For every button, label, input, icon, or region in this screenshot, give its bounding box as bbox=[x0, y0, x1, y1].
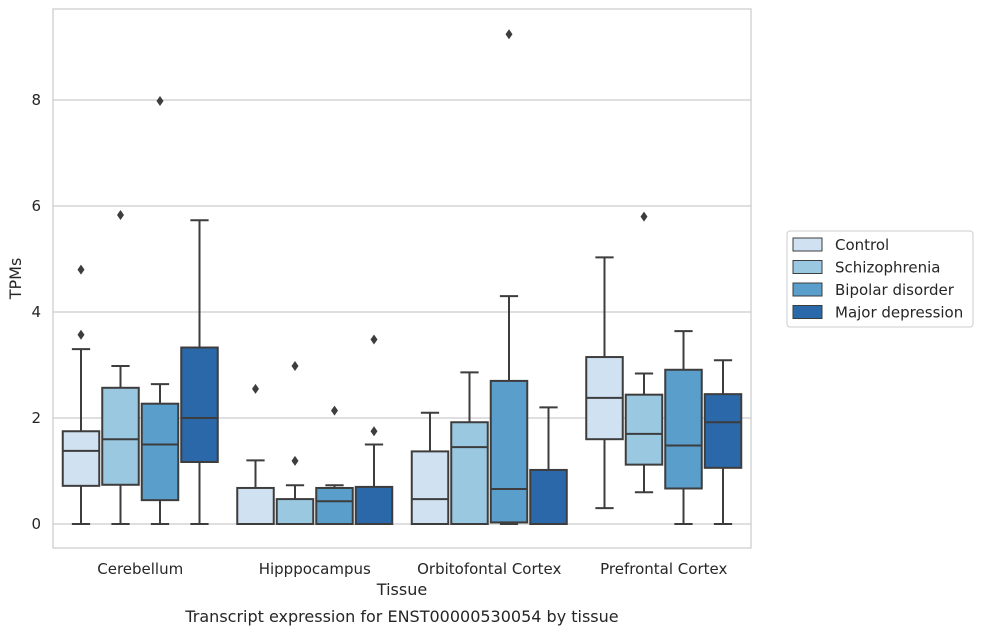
y-tick-label: 8 bbox=[31, 91, 41, 109]
legend-frame bbox=[786, 230, 974, 328]
y-tick-label: 0 bbox=[31, 515, 41, 533]
legend-swatch bbox=[792, 237, 823, 252]
y-tick-label: 2 bbox=[31, 409, 41, 427]
x-axis-ticks: Cerebellum Hipppocampus Orbitofontal Corte… bbox=[97, 560, 727, 578]
y-tick-label: 6 bbox=[31, 197, 41, 215]
outlier-point bbox=[505, 29, 513, 40]
box-group bbox=[585, 256, 624, 510]
box-rect bbox=[236, 486, 275, 525]
outlier-point bbox=[291, 455, 299, 466]
outlier-point bbox=[156, 96, 164, 107]
outlier-point bbox=[331, 405, 338, 416]
outlier-point bbox=[291, 361, 299, 372]
outlier-point bbox=[77, 329, 85, 340]
box-group bbox=[275, 361, 315, 525]
box-group bbox=[354, 334, 394, 525]
box-rect bbox=[101, 386, 140, 486]
box-rect bbox=[703, 393, 743, 469]
box-group bbox=[180, 219, 219, 525]
box-rect bbox=[140, 402, 180, 502]
box-group bbox=[236, 383, 275, 525]
legend-swatch bbox=[792, 260, 823, 274]
box-rect bbox=[61, 430, 101, 487]
legend-swatch bbox=[792, 305, 823, 319]
chart-caption: Transcript expression for ENST0000053005… bbox=[184, 607, 618, 626]
legend-swatch bbox=[792, 282, 823, 297]
outlier-point bbox=[252, 383, 259, 394]
box-group bbox=[529, 406, 568, 526]
outlier-point bbox=[370, 426, 378, 437]
x-tick-label: Hipppocampus bbox=[259, 560, 371, 578]
boxes-layer bbox=[61, 29, 743, 526]
legend-label: Major depression bbox=[835, 304, 963, 322]
box-group bbox=[489, 29, 529, 525]
box-group bbox=[140, 96, 180, 525]
box-group bbox=[61, 264, 101, 525]
box-rect bbox=[354, 485, 394, 525]
x-tick-label: Cerebellum bbox=[97, 560, 183, 578]
box-rect bbox=[275, 498, 315, 525]
box-group bbox=[664, 330, 703, 525]
box-group bbox=[450, 371, 489, 525]
box-rect bbox=[489, 379, 529, 524]
box-rect bbox=[529, 468, 568, 526]
y-axis-label: TPMs bbox=[6, 258, 25, 301]
y-axis-ticks: 0 2 4 6 8 bbox=[31, 91, 41, 533]
outlier-point bbox=[77, 264, 85, 275]
legend-label: Control bbox=[835, 236, 889, 254]
box-group bbox=[410, 411, 450, 526]
box-rect bbox=[624, 393, 664, 466]
box-rect bbox=[450, 421, 489, 525]
box-rect bbox=[410, 450, 450, 526]
x-axis-label: Tissue bbox=[376, 580, 427, 599]
outlier-point bbox=[640, 211, 648, 222]
box-group bbox=[703, 359, 743, 525]
legend: Control Schizophrenia Bipolar disorder Majo… bbox=[786, 230, 974, 328]
outlier-point bbox=[370, 334, 378, 345]
legend-label: Schizophrenia bbox=[835, 259, 940, 277]
x-tick-label: Orbitofontal Cortex bbox=[417, 560, 561, 578]
outlier-point bbox=[117, 210, 124, 221]
y-tick-label: 4 bbox=[31, 303, 41, 321]
legend-label: Bipolar disorder bbox=[835, 281, 955, 299]
box-group bbox=[315, 405, 354, 525]
box-rect bbox=[180, 346, 219, 463]
box-group bbox=[101, 210, 140, 525]
box-rect bbox=[664, 368, 703, 490]
box-rect bbox=[315, 486, 354, 525]
box-group bbox=[624, 211, 664, 494]
x-tick-label: Prefrontal Cortex bbox=[600, 560, 727, 578]
